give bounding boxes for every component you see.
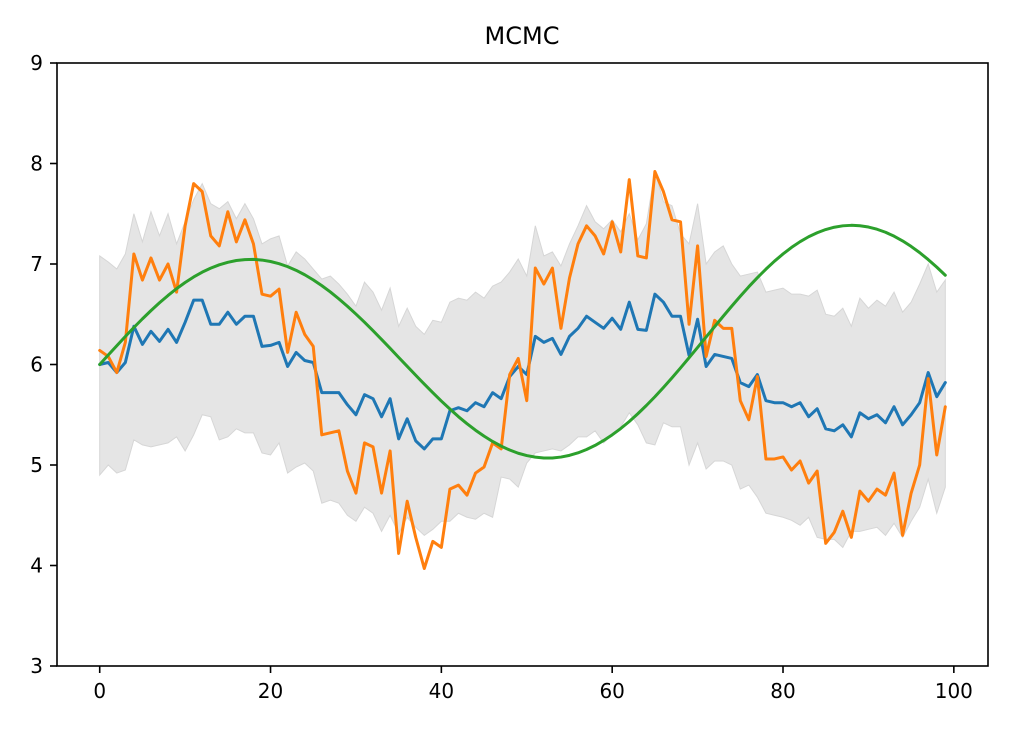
- y-tick-label: 3: [30, 654, 43, 678]
- series-line-green: [98, 223, 947, 460]
- series-line-orange: [98, 170, 947, 571]
- x-tick-label: 80: [770, 679, 795, 703]
- x-tick-label: 20: [258, 679, 283, 703]
- y-tick-label: 8: [30, 152, 43, 176]
- x-tick-label: 40: [429, 679, 454, 703]
- interval-band: [99, 171, 946, 549]
- plot-area: [98, 170, 947, 571]
- chart-title: MCMC: [485, 22, 560, 50]
- x-tick-label: 60: [599, 679, 624, 703]
- x-tick-label: 0: [93, 679, 106, 703]
- y-tick-label: 9: [30, 51, 43, 75]
- y-tick-label: 6: [30, 353, 43, 377]
- y-tick-label: 5: [30, 453, 43, 477]
- axes: 0 20 40 60 80 100 3 4 5 6 7 8 9: [30, 51, 989, 703]
- series-line-blue: [98, 292, 947, 451]
- y-tick-label: 7: [30, 252, 43, 276]
- x-tick-label: 100: [935, 679, 973, 703]
- y-tick-label: 4: [30, 554, 43, 578]
